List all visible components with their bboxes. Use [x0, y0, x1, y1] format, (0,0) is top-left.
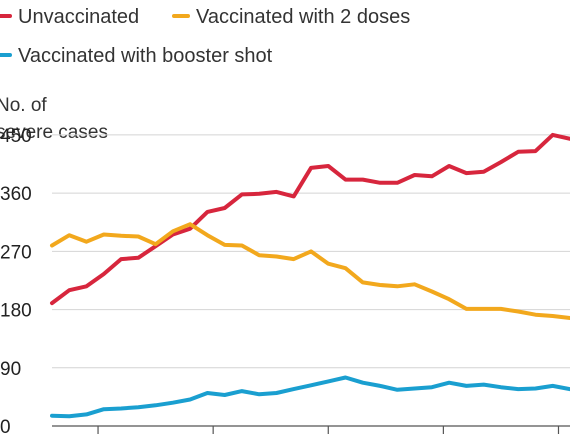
legend-label-1: Vaccinated with 2 doses: [196, 6, 410, 28]
y-tick-labels: 0 90 180 270 360 450: [0, 126, 32, 438]
y-tick-label-90: 90: [0, 359, 21, 380]
y-tick-label-360: 360: [0, 184, 32, 205]
series-line-2: [50, 375, 570, 419]
y-axis-title-line1: No. of: [0, 95, 47, 116]
series-line-0: [50, 132, 570, 306]
series-lines: [50, 132, 570, 419]
y-tick-label-450: 450: [0, 126, 32, 147]
y-tick-label-0: 0: [0, 417, 11, 438]
series-line-1: [50, 222, 570, 320]
y-tick-label-180: 180: [0, 301, 32, 322]
legend: Unvaccinated Vaccinated with 2 doses Vacci…: [0, 6, 410, 67]
y-axis-title-line2: severe cases: [0, 122, 108, 143]
x-axis: [52, 425, 570, 434]
y-tick-label-270: 270: [0, 242, 32, 263]
legend-label-0: Unvaccinated: [18, 6, 139, 28]
legend-label-2: Vaccinated with booster shot: [18, 45, 273, 67]
